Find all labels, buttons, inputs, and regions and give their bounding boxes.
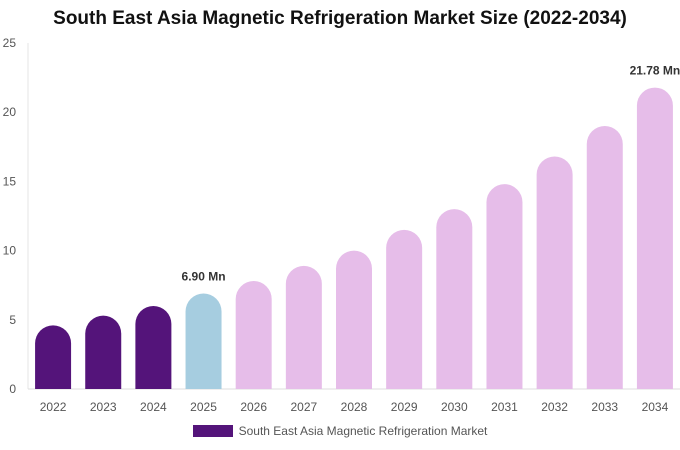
bar-2032: [536, 156, 573, 389]
x-tick-label: 2029: [391, 400, 418, 414]
bar-2025: [185, 293, 222, 389]
bar-2033: [586, 126, 623, 390]
bar-2031: [486, 184, 523, 389]
x-tick-label: 2025: [190, 400, 217, 414]
y-tick-label: 20: [3, 105, 17, 119]
data-label-2034: 21.78 Mn: [630, 64, 680, 78]
y-tick-label: 10: [3, 244, 17, 258]
bar-2029: [386, 229, 423, 389]
x-tick-label: 2031: [491, 400, 518, 414]
legend: South East Asia Magnetic Refrigeration M…: [0, 424, 680, 438]
chart-title: South East Asia Magnetic Refrigeration M…: [53, 8, 627, 29]
x-tick-label: 2030: [441, 400, 468, 414]
x-tick-label: 2023: [90, 400, 117, 414]
x-tick-label: 2027: [290, 400, 317, 414]
x-tick-label: 2033: [591, 400, 618, 414]
y-tick-label: 25: [3, 36, 17, 50]
data-label-2025: 6.90 Mn: [182, 270, 226, 284]
bar-2022: [35, 325, 72, 389]
bar-2024: [135, 305, 172, 389]
x-tick-label: 2032: [541, 400, 568, 414]
bar-2027: [285, 265, 322, 389]
bar-2023: [85, 315, 122, 389]
legend-swatch: [192, 425, 233, 437]
bar-2026: [235, 281, 272, 389]
y-tick-label: 5: [9, 313, 16, 327]
x-tick-label: 2024: [140, 400, 167, 414]
y-tick-label: 0: [9, 382, 16, 396]
bar-2034: [636, 87, 673, 390]
bar-2030: [436, 209, 473, 389]
x-tick-label: 2028: [341, 400, 368, 414]
bar-2028: [336, 250, 372, 389]
legend-label: South East Asia Magnetic Refrigeration M…: [238, 424, 488, 438]
x-tick-label: 2022: [40, 400, 67, 414]
x-tick-label: 2026: [240, 400, 267, 414]
x-tick-label: 2034: [642, 400, 669, 414]
y-tick-label: 15: [3, 174, 17, 188]
